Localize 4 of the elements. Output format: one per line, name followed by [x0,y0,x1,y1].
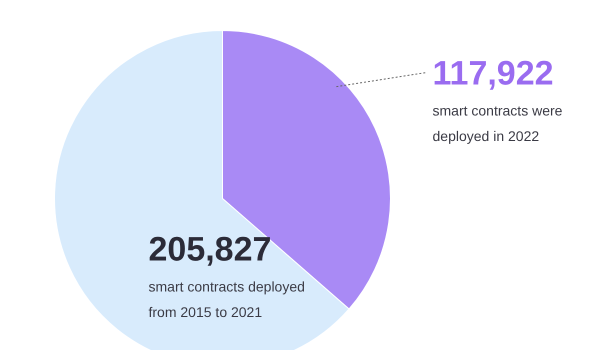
slice-label: smart contracts deployed from 2015 to 2021 [148,278,305,320]
slice-label: smart contracts were deployed in 2022 [432,102,563,144]
data-label: 117,922 [432,54,554,92]
data-label: 205,827 [148,230,272,268]
